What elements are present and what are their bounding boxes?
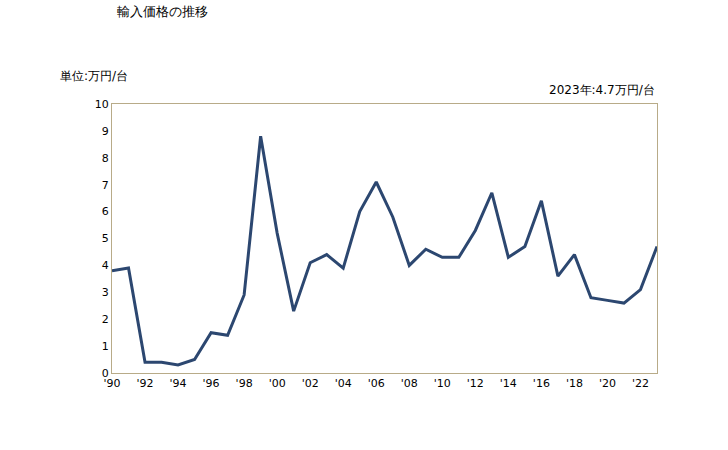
svg-text:'02: '02 bbox=[302, 377, 319, 390]
svg-text:3: 3 bbox=[102, 286, 109, 299]
svg-text:0: 0 bbox=[102, 367, 109, 380]
svg-text:4: 4 bbox=[102, 259, 109, 272]
svg-text:'18: '18 bbox=[566, 377, 583, 390]
svg-text:'96: '96 bbox=[203, 377, 220, 390]
svg-text:'10: '10 bbox=[434, 377, 451, 390]
svg-text:'08: '08 bbox=[401, 377, 418, 390]
svg-text:'98: '98 bbox=[236, 377, 253, 390]
svg-text:'04: '04 bbox=[335, 377, 352, 390]
svg-text:9: 9 bbox=[102, 125, 109, 138]
svg-text:'94: '94 bbox=[170, 377, 187, 390]
svg-text:'90: '90 bbox=[103, 377, 120, 390]
svg-text:'22: '22 bbox=[632, 377, 649, 390]
svg-text:輸入価格の推移: 輸入価格の推移 bbox=[117, 4, 208, 19]
svg-text:'00: '00 bbox=[269, 377, 286, 390]
svg-text:7: 7 bbox=[102, 179, 109, 192]
svg-text:'06: '06 bbox=[368, 377, 385, 390]
svg-text:2: 2 bbox=[102, 313, 109, 326]
svg-text:単位:万円/台: 単位:万円/台 bbox=[60, 69, 128, 83]
svg-text:10: 10 bbox=[95, 98, 109, 111]
svg-text:'16: '16 bbox=[533, 377, 550, 390]
svg-text:1: 1 bbox=[102, 340, 109, 353]
svg-text:8: 8 bbox=[102, 152, 109, 165]
svg-text:'12: '12 bbox=[467, 377, 484, 390]
svg-text:2023年:4.7万円/台: 2023年:4.7万円/台 bbox=[549, 83, 655, 97]
svg-text:'14: '14 bbox=[500, 377, 517, 390]
svg-text:'92: '92 bbox=[137, 377, 154, 390]
svg-text:6: 6 bbox=[102, 205, 109, 218]
svg-text:5: 5 bbox=[102, 232, 109, 245]
svg-text:'20: '20 bbox=[599, 377, 616, 390]
